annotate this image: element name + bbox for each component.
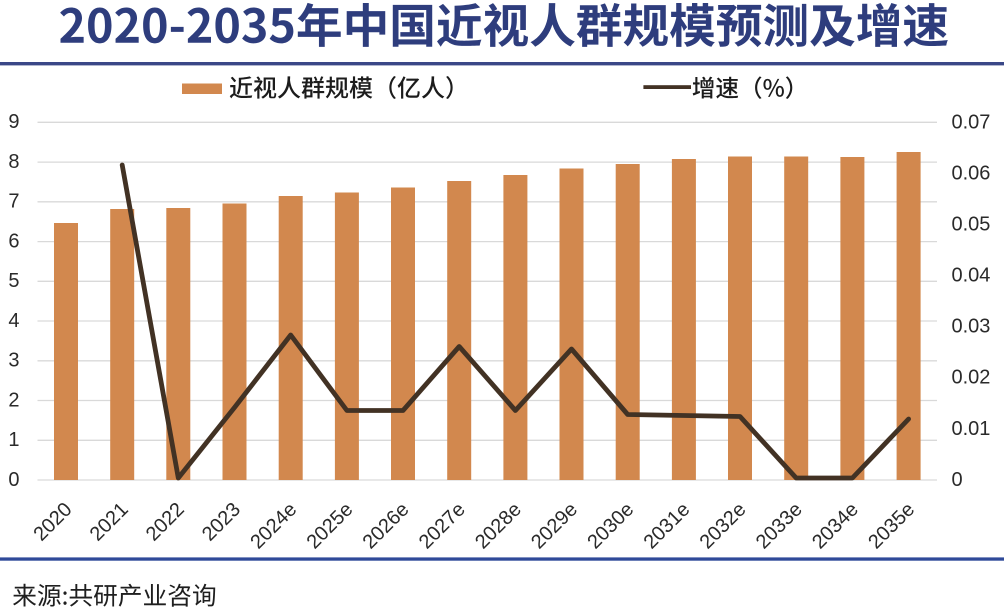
svg-text:4: 4 [8,310,19,332]
svg-text:0: 0 [8,469,19,491]
svg-text:0.04: 0.04 [952,265,991,287]
svg-text:0: 0 [952,469,963,491]
svg-text:7: 7 [8,191,19,213]
svg-text:2: 2 [8,389,19,411]
svg-text:6: 6 [8,231,19,253]
svg-text:0.03: 0.03 [952,316,991,338]
svg-text:0.02: 0.02 [952,367,991,389]
svg-text:0.06: 0.06 [952,162,991,184]
svg-text:8: 8 [8,151,19,173]
svg-text:9: 9 [8,111,19,133]
svg-text:0.05: 0.05 [952,214,991,236]
svg-text:1: 1 [8,429,19,451]
svg-text:0.01: 0.01 [952,418,991,440]
svg-text:0.07: 0.07 [952,111,991,133]
svg-text:3: 3 [8,350,19,372]
svg-text:5: 5 [8,270,19,292]
